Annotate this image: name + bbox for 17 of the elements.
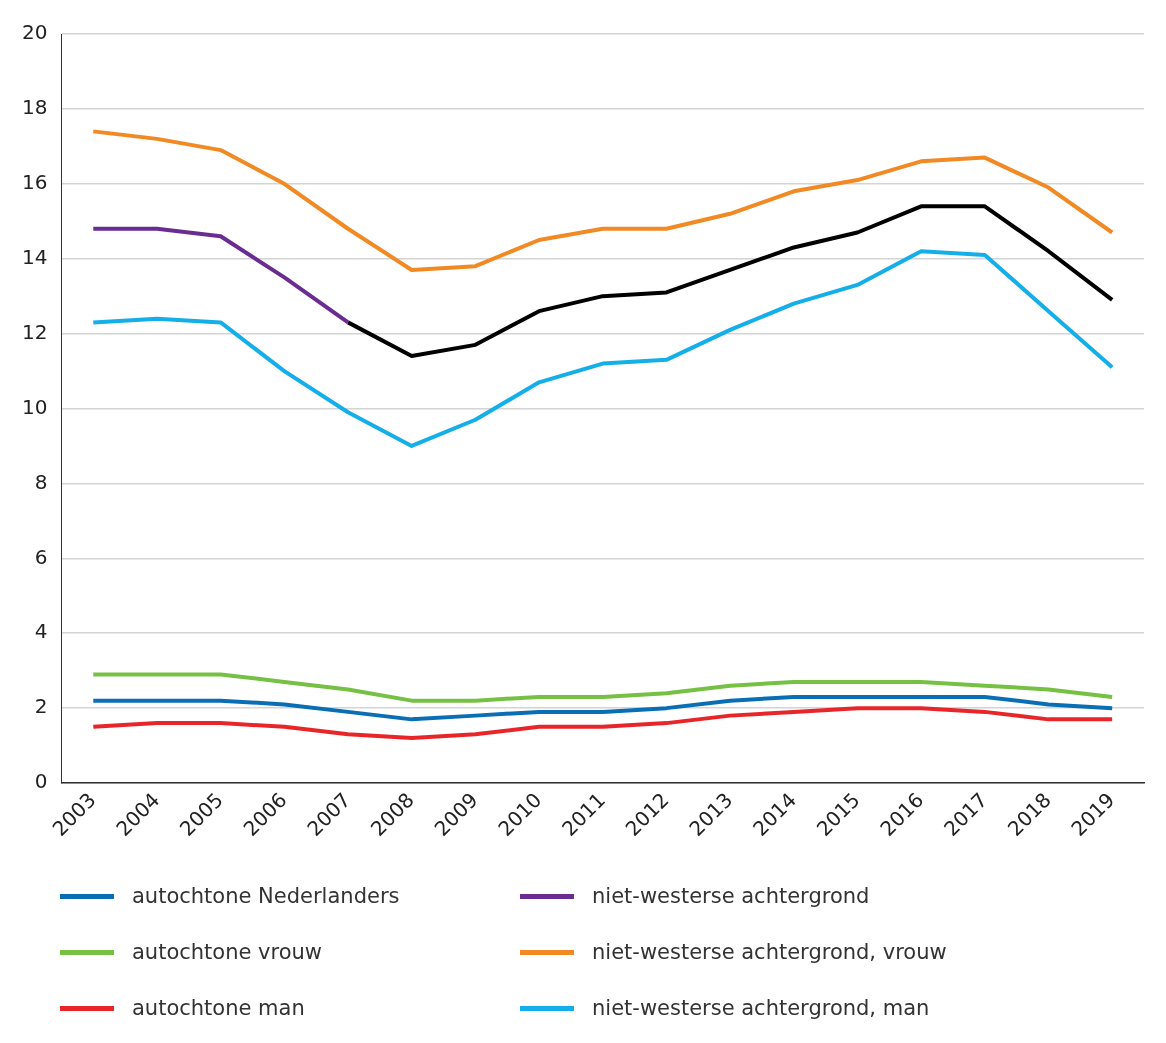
- y-tick-label: 2: [34, 694, 48, 719]
- y-tick-label: 18: [22, 95, 48, 120]
- legend-label: niet-westerse achtergrond: [592, 884, 870, 908]
- legend-label: niet-westerse achtergrond, vrouw: [592, 940, 947, 964]
- y-tick-label: 6: [34, 544, 48, 569]
- legend-label: autochtone vrouw: [132, 940, 323, 964]
- y-tick-label: 20: [22, 20, 48, 45]
- y-tick-label: 14: [22, 244, 48, 269]
- y-tick-label: 16: [22, 170, 48, 195]
- legend-label: niet-westerse achtergrond, man: [592, 996, 930, 1020]
- y-tick-label: 10: [22, 394, 48, 419]
- y-tick-label: 0: [34, 769, 48, 794]
- y-tick-label: 8: [34, 469, 48, 494]
- legend-label: autochtone Nederlanders: [132, 884, 400, 908]
- legend-label: autochtone man: [132, 996, 305, 1020]
- y-tick-label: 4: [34, 619, 48, 644]
- y-tick-label: 12: [22, 319, 48, 344]
